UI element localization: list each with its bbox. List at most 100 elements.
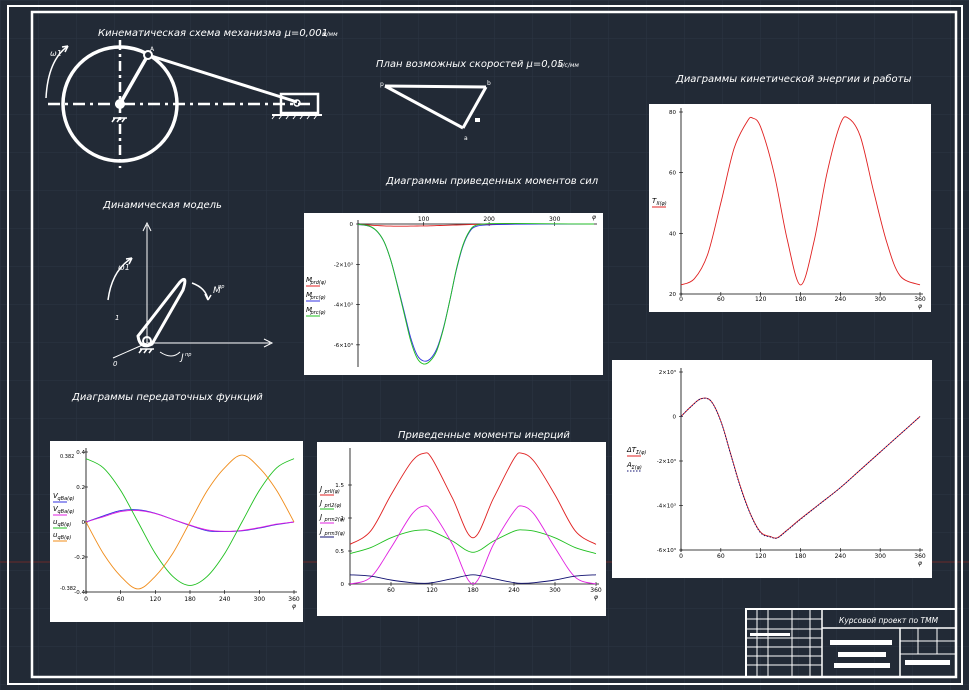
- kinetic-x-tick-label: 240: [835, 296, 847, 303]
- inertia-x-tick-label: 60: [387, 587, 395, 594]
- kinetic-x-tick-label: 0: [679, 296, 683, 303]
- velocity-marker: [475, 118, 480, 122]
- inertia-leader: [159, 351, 181, 357]
- transfer-legend-sub: qB(φ): [58, 535, 72, 541]
- dynamic-model: ω1 M пр J пр 1 0: [107, 221, 274, 368]
- crank-link: [118, 54, 150, 105]
- inertia-y-tick-label: 0: [341, 582, 345, 588]
- inertia-x-tick-label: 300: [549, 587, 561, 594]
- moments-legend-sub: prd(φ): [310, 280, 327, 286]
- joint-a: [143, 50, 153, 60]
- inertia-legend-sub: prI2(φ): [324, 503, 342, 509]
- inertia-x-axis-label: φ: [594, 594, 598, 601]
- transfer-extreme-label: -0.382: [60, 586, 76, 592]
- dm-omega-arrow: [107, 257, 133, 301]
- vector-pa: [384, 84, 464, 130]
- transfer-x-tick-label: 0: [84, 596, 88, 603]
- link-body: [136, 277, 187, 348]
- point-1-label: 1: [115, 314, 119, 322]
- moments-x-axis-label: φ: [592, 214, 596, 221]
- moments-y-tick-label: -4×10³: [334, 302, 353, 309]
- work-x-tick-label: 60: [717, 553, 725, 560]
- transfer-y-tick-label: -0.2: [74, 555, 85, 561]
- label-b: b: [487, 80, 491, 87]
- transfer-x-tick-label: 60: [117, 596, 125, 603]
- work-legend-sub: Σ(φ): [632, 465, 642, 471]
- kinetic-x-tick-label: 300: [874, 296, 886, 303]
- transfer-series-3: [85, 454, 295, 590]
- transfer-x-tick-label: 120: [150, 596, 162, 603]
- title-block: Курсовой проект по ТММ: [745, 608, 957, 678]
- inertia-y-tick-label: 1.5: [335, 483, 344, 489]
- moment-sub: пр: [218, 284, 224, 290]
- omega-arrow: [45, 45, 69, 99]
- moments-y-tick-label: -6×10³: [334, 342, 353, 349]
- transfer-legend-label: V: [53, 492, 59, 500]
- dm-omega-label: ω1: [118, 263, 130, 272]
- transfer-legend-sub: qBa(φ): [58, 496, 75, 502]
- stamp-fill-1: [830, 640, 892, 645]
- transfer-legend-label: u: [53, 518, 58, 526]
- point-a-label: A: [150, 46, 155, 53]
- work-y-tick-label: 0: [673, 415, 677, 421]
- work-x-tick-label: 240: [835, 553, 847, 560]
- kinetic-y-tick-label: 40: [669, 231, 676, 237]
- moments-series-2: [357, 222, 595, 365]
- inertia-legend-sub: prII(φ): [324, 489, 340, 495]
- stamp-title: Курсовой проект по ТММ: [839, 616, 939, 625]
- transfer-legend-sub: qB(φ): [58, 522, 72, 528]
- kinetic-energy-title: Диаграммы кинетической энергии и работы: [675, 73, 912, 85]
- inertia-series-1: [349, 529, 597, 555]
- inertia-series-2: [349, 505, 597, 585]
- velocity-plan-title: План возможных скоростей μ=0,05: [376, 59, 564, 70]
- transfer-y-tick-label: -0.4: [74, 590, 85, 596]
- inertia-legend-sub: prm3(φ): [324, 531, 346, 537]
- inertia-x-tick-label: 240: [508, 587, 520, 594]
- axis-y-arrow: [142, 221, 152, 232]
- moment-arrowhead: [204, 293, 212, 301]
- stamp-rows: [746, 609, 956, 677]
- omega-arrowhead: [61, 45, 69, 53]
- link-ground: [138, 348, 154, 354]
- moments-legend-sub: prc(φ): [310, 310, 326, 316]
- inertia-series-3: [349, 574, 597, 584]
- inertia-legend-sub: prm2(φ): [324, 517, 346, 523]
- point-0-label: 0: [113, 360, 118, 368]
- inertia-chart-background: [317, 442, 606, 616]
- guide-hatch: [271, 114, 318, 120]
- dm-omega-arrowhead: [125, 257, 133, 265]
- stamp-fill-4: [905, 660, 950, 665]
- work-series-1: [680, 397, 921, 539]
- transfer-x-tick-label: 240: [219, 596, 231, 603]
- transfer-legend-sub: qBa(φ): [58, 509, 75, 515]
- stamp-fill-2: [838, 652, 886, 657]
- transfer-legend-label: u: [53, 531, 58, 539]
- work-y-tick-label: -4×10³: [657, 503, 676, 510]
- kinetic-series-0: [680, 116, 921, 286]
- connecting-rod: [147, 53, 298, 104]
- vector-pb: [384, 84, 487, 89]
- kinetic-x-tick-label: 360: [914, 296, 926, 303]
- slider-block: [279, 92, 320, 115]
- transfer-functions-title: Диаграммы передаточных функций: [71, 392, 263, 403]
- kinetic-y-tick-label: 60: [669, 171, 676, 177]
- work-x-axis-label: φ: [918, 560, 922, 567]
- moments-legend-label: M: [306, 276, 312, 284]
- inertia-sub: пр: [185, 352, 191, 358]
- transfer-legend-label: V: [53, 505, 59, 513]
- inertia-series-0: [349, 452, 597, 545]
- label-a: a: [464, 135, 468, 142]
- kinetic-x-axis-label: φ: [918, 303, 922, 310]
- vector-ab: [461, 86, 488, 129]
- moments-chart-background: [304, 213, 603, 375]
- work-x-tick-label: 300: [874, 553, 886, 560]
- moments-x-tick-label: 300: [549, 216, 561, 223]
- work-x-tick-label: 360: [914, 553, 926, 560]
- work-chart-background: [612, 360, 932, 578]
- moments-legend-label: M: [306, 306, 312, 314]
- velocity-plan-unit: м/с/мм: [558, 62, 579, 69]
